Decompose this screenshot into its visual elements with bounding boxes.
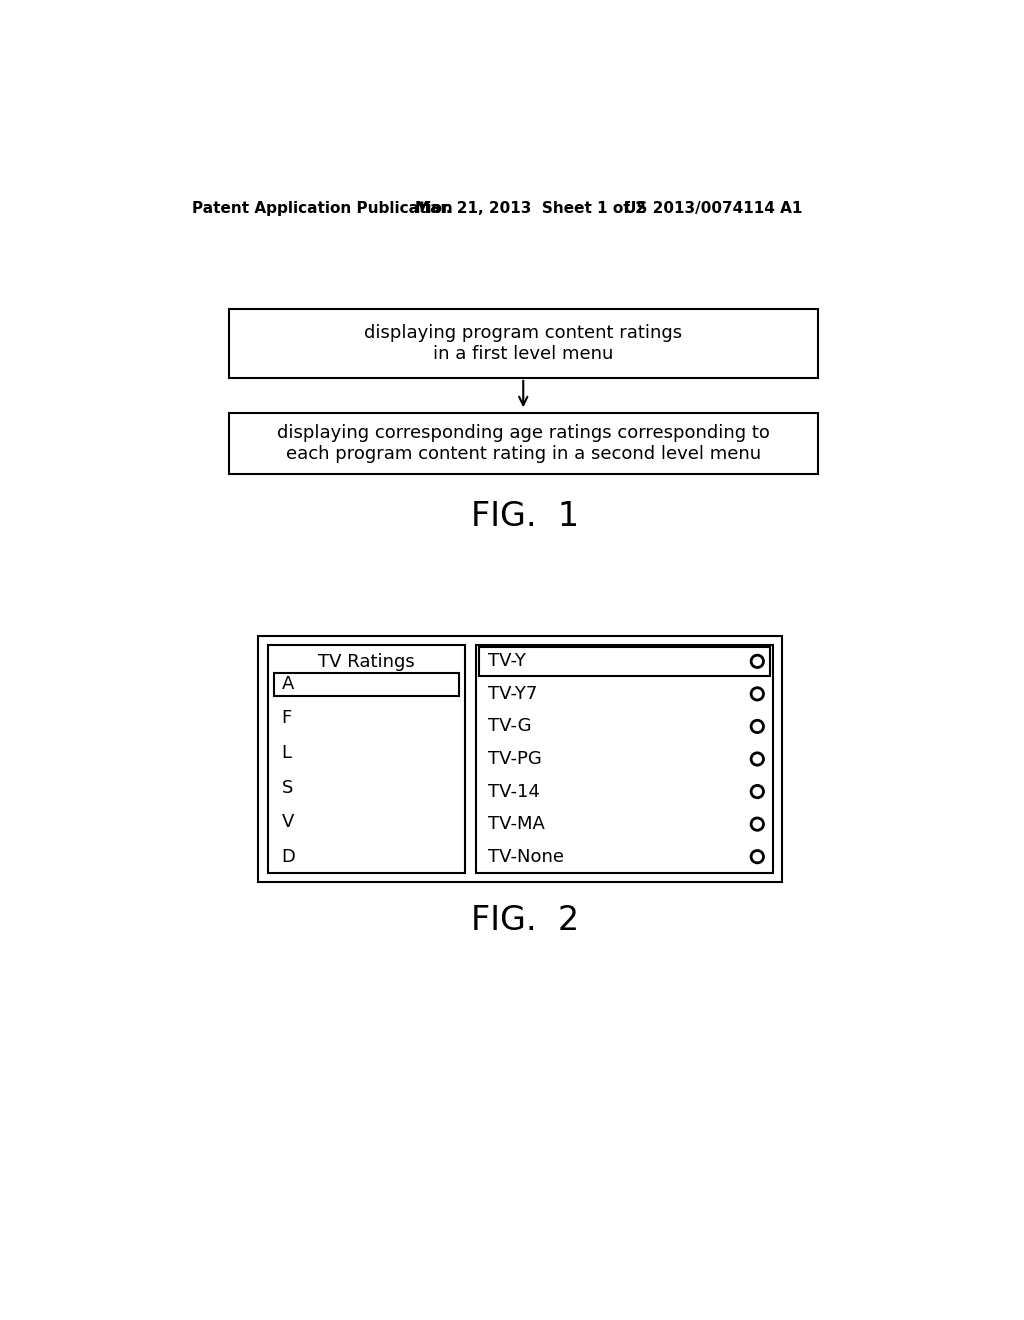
FancyBboxPatch shape [228,412,818,474]
Text: TV-None: TV-None [487,847,563,866]
Text: TV-Y: TV-Y [487,652,525,671]
Text: TV-Y7: TV-Y7 [487,685,537,702]
Text: FIG.  2: FIG. 2 [471,904,579,937]
Text: A: A [282,676,294,693]
Text: TV-PG: TV-PG [487,750,542,768]
Text: TV-14: TV-14 [487,783,540,800]
Text: F: F [282,709,292,727]
Text: TV Ratings: TV Ratings [317,653,415,671]
FancyBboxPatch shape [476,645,773,873]
Text: TV-MA: TV-MA [487,816,545,833]
FancyBboxPatch shape [267,645,465,873]
Text: Mar. 21, 2013  Sheet 1 of 2: Mar. 21, 2013 Sheet 1 of 2 [415,201,645,216]
FancyBboxPatch shape [228,309,818,378]
FancyBboxPatch shape [273,673,459,696]
Text: S: S [282,779,293,797]
Text: US 2013/0074114 A1: US 2013/0074114 A1 [624,201,803,216]
Text: FIG.  1: FIG. 1 [471,500,579,533]
FancyBboxPatch shape [479,647,770,676]
Text: displaying program content ratings
in a first level menu: displaying program content ratings in a … [365,323,682,363]
Text: L: L [282,744,292,762]
Text: Patent Application Publication: Patent Application Publication [191,201,453,216]
Text: V: V [282,813,294,832]
Text: TV-G: TV-G [487,718,531,735]
Text: displaying corresponding age ratings corresponding to
each program content ratin: displaying corresponding age ratings cor… [276,424,770,463]
Text: D: D [282,847,295,866]
FancyBboxPatch shape [258,636,782,882]
